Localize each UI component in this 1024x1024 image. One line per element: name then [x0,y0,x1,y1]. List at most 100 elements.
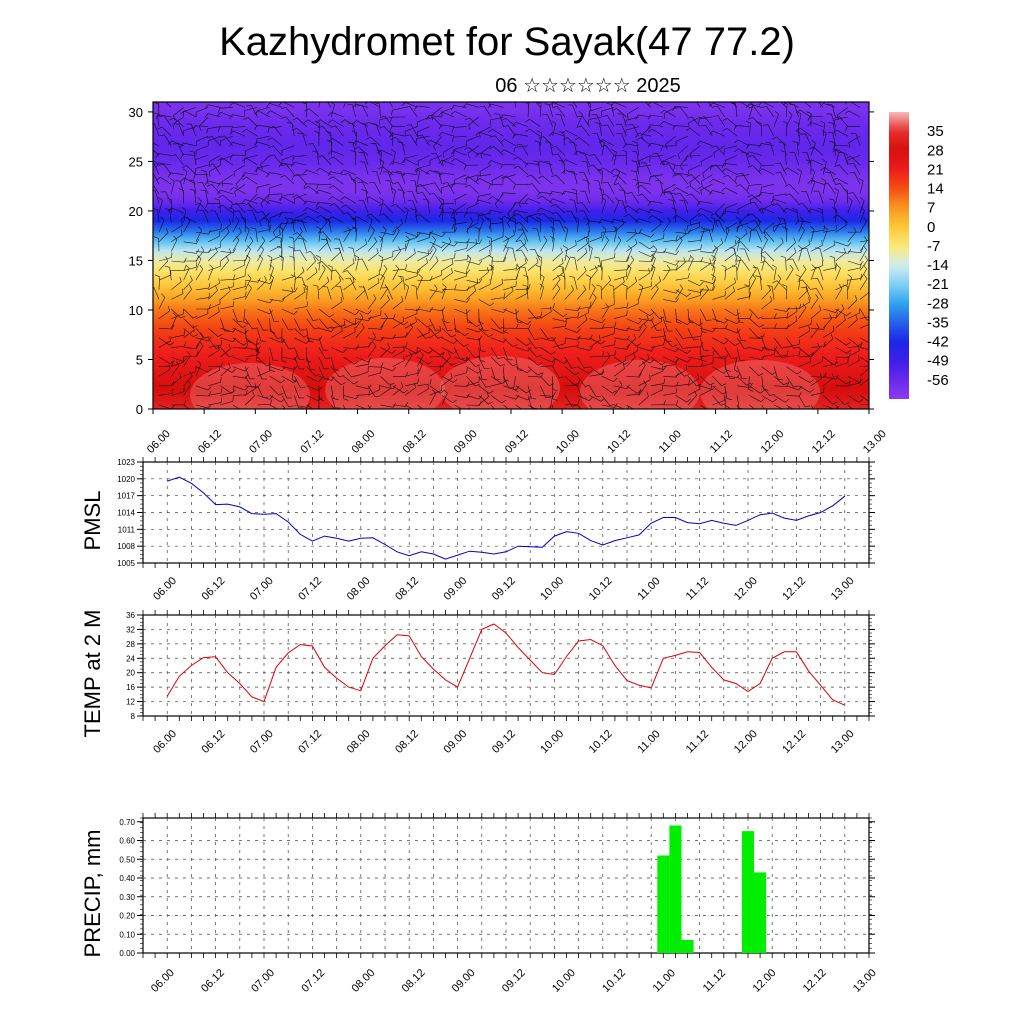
wind-barb [331,326,343,339]
wind-barb [257,366,270,377]
wind-barb [638,374,651,387]
wind-barb [170,178,175,194]
wind-barb [429,235,437,252]
wind-barb [392,355,405,367]
wind-barb [352,177,369,185]
wind-barb [763,222,775,236]
wind-barb [685,185,701,195]
wind-barb [278,162,295,168]
y-tick-label: 10 [129,303,143,318]
wind-barb [751,229,762,242]
wind-barb [668,199,676,214]
wind-barb [466,347,480,359]
wind-barb [354,254,360,271]
wind-barb [522,284,529,300]
wind-barb [734,148,750,156]
wind-barb [675,229,692,235]
wind-barb [189,179,197,194]
wind-barb [835,404,840,409]
wind-barb [269,356,275,372]
wind-barb [773,237,784,252]
wind-barb [416,183,430,195]
wind-barb [671,207,677,223]
wind-barb [679,199,689,214]
wind-barb [700,279,716,284]
wind-barb [580,190,590,204]
wind-barb [306,375,323,383]
wind-barb [259,212,270,227]
wind-barb [773,404,790,409]
wind-barb [183,238,200,244]
wind-barb [466,254,472,271]
wind-barb [537,255,543,271]
wind-barb [232,327,249,334]
wind-barb [577,307,590,319]
wind-barb [758,102,775,108]
wind-barb [588,164,603,175]
wind-barb [389,161,406,166]
wind-barb [551,120,556,137]
wind-barb [478,279,491,291]
wind-barb [165,102,172,108]
wind-barb [503,230,515,243]
x-tick-label: 08.00 [345,575,373,603]
wind-barb [232,308,243,322]
wind-barb [648,155,664,162]
colorbar-tick-label: 14 [927,181,944,198]
wind-barb [834,187,839,204]
wind-barb [233,164,246,177]
wind-barb [791,208,799,223]
wind-barb [515,238,527,252]
wind-barb [232,216,240,233]
wind-barb [290,161,307,167]
wind-barb [441,337,458,345]
wind-barb [549,191,565,196]
wind-barb [417,347,433,354]
wind-barb [711,254,716,271]
wind-barb [269,385,284,396]
wind-barb [497,217,504,233]
wind-barb [417,328,431,339]
wind-barb [208,365,221,377]
wind-barb [314,120,320,137]
wind-barb [195,265,204,281]
wind-barb [596,284,603,300]
wind-barb [631,160,639,175]
wind-barb [663,235,678,243]
wind-barb [367,342,377,358]
wind-barb [334,248,344,262]
wind-barb [220,219,232,233]
wind-barb [206,135,221,147]
wind-barb [355,389,371,396]
wind-barb [220,385,236,394]
wind-barb [577,334,593,340]
wind-barb [712,347,726,358]
wind-barb [798,265,807,281]
wind-barb [749,385,765,394]
wind-barb [429,241,446,248]
wind-barb [545,141,553,156]
wind-barb [328,196,344,204]
wind-barb [267,137,283,147]
wind-barb [823,240,835,252]
wind-barb [564,366,580,376]
x-tick-label: 06.00 [151,575,179,603]
wind-barb [442,145,455,158]
wind-barb [208,223,222,233]
wind-barb [534,140,541,156]
wind-barb [303,200,319,206]
wind-barb [735,184,750,195]
wind-barb [153,123,160,137]
wind-barb [291,127,307,137]
wind-barb [687,221,701,233]
wind-barb [318,237,329,252]
wind-barb [451,158,467,166]
wind-barb [278,196,295,204]
wind-barb [835,183,849,194]
wind-barb [833,116,848,125]
wind-barb [712,105,726,118]
wind-barb [626,404,642,409]
wind-barb [826,103,836,118]
wind-barb [515,308,523,324]
wind-barb [306,385,323,391]
